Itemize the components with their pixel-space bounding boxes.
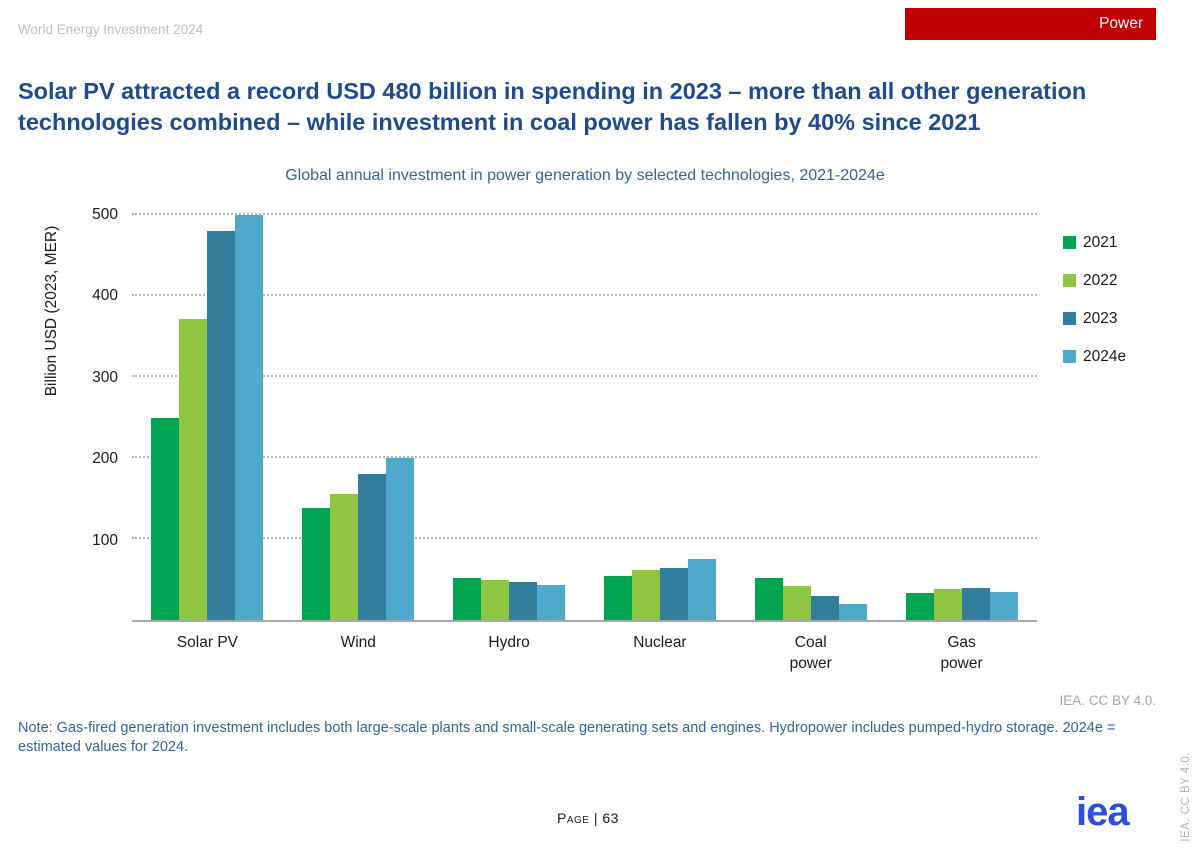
bar-2024e-wind <box>386 458 415 620</box>
legend-swatch-2022 <box>1063 274 1076 287</box>
bar-2023-nuclear <box>659 568 688 620</box>
gridline-200 <box>132 456 1037 458</box>
bar-group-wind <box>283 215 434 620</box>
legend-swatch-2023 <box>1063 312 1076 325</box>
legend-item-2022: 2022 <box>1063 269 1126 292</box>
bar-2022-solar-pv <box>179 318 208 620</box>
bar-group-hydro <box>434 215 585 620</box>
y-tick-400: 400 <box>92 287 118 305</box>
bar-2024e-hydro <box>537 585 566 620</box>
x-label-nuclear: Nuclear <box>633 634 687 651</box>
license-text: IEA. CC BY 4.0. <box>1059 693 1156 708</box>
x-label-coal-power: Coal power <box>789 634 832 672</box>
chart-subtitle: Global annual investment in power genera… <box>285 167 885 184</box>
report-title: World Energy Investment 2024 <box>18 22 204 37</box>
bar-2023-hydro <box>509 581 538 620</box>
bar-group-gas-power <box>886 215 1037 620</box>
x-label-solar-pv: Solar PV <box>176 634 238 651</box>
gridline-100 <box>132 537 1037 539</box>
x-label-gas-power: Gas power <box>940 634 983 672</box>
bar-group-nuclear <box>584 215 735 620</box>
bar-2023-gas-power <box>961 588 990 620</box>
bar-2023-wind <box>358 474 387 620</box>
bar-2021-coal-power <box>754 577 783 620</box>
legend-item-2023: 2023 <box>1063 307 1126 330</box>
bar-2022-gas-power <box>933 589 962 620</box>
bar-2024e-coal-power <box>838 603 867 620</box>
gridline-400 <box>132 294 1037 296</box>
bar-2022-nuclear <box>631 569 660 620</box>
bar-2021-solar-pv <box>151 417 180 620</box>
note-text: Note: Gas-fired generation investment in… <box>18 720 1116 755</box>
plot-area <box>132 213 1037 622</box>
gridline-300 <box>132 375 1037 377</box>
legend-label-2023: 2023 <box>1083 310 1118 327</box>
bar-2021-nuclear <box>603 576 632 620</box>
bar-2021-hydro <box>453 577 482 620</box>
legend-label-2021: 2021 <box>1083 234 1118 251</box>
x-label-wind: Wind <box>340 634 376 651</box>
section-badge-label: Power <box>1099 15 1143 32</box>
bar-2023-coal-power <box>810 595 839 620</box>
vertical-license-text: IEA. CC BY 4.0. <box>1180 752 1192 842</box>
bar-2023-solar-pv <box>207 231 236 620</box>
bar-2022-coal-power <box>782 585 811 620</box>
section-badge: Power <box>905 8 1156 40</box>
x-label-hydro: Hydro <box>488 634 530 651</box>
bar-2022-hydro <box>481 579 510 620</box>
headline: Solar PV attracted a record USD 480 bill… <box>18 78 1087 135</box>
bar-2022-wind <box>330 494 359 620</box>
bar-group-solar-pv <box>132 215 283 620</box>
legend-label-2022: 2022 <box>1083 272 1118 289</box>
legend-item-2024e: 2024e <box>1063 345 1126 368</box>
bar-group-coal-power <box>735 215 886 620</box>
iea-logo: iea <box>1076 790 1130 834</box>
legend-swatch-2021 <box>1063 236 1076 249</box>
y-tick-500: 500 <box>92 206 118 223</box>
bar-2021-wind <box>302 508 331 620</box>
bar-2024e-nuclear <box>687 559 716 620</box>
legend-item-2021: 2021 <box>1063 231 1126 254</box>
y-axis-ticks: 100 200 300 400 500 <box>40 206 118 622</box>
y-tick-100: 100 <box>92 531 118 549</box>
bar-2021-gas-power <box>905 593 934 620</box>
y-tick-200: 200 <box>92 450 118 468</box>
legend-swatch-2024e <box>1063 350 1076 363</box>
y-tick-300: 300 <box>92 368 118 386</box>
page-number: Page | 63 <box>557 810 619 826</box>
legend: 2021 2022 2023 2024e <box>1063 231 1126 383</box>
bar-2024e-solar-pv <box>235 215 264 620</box>
bar-2024e-gas-power <box>989 591 1018 620</box>
x-axis-labels: Solar PV Wind Hydro Nuclear Coal power Gas powe… <box>132 632 1037 674</box>
gridline-500 <box>132 213 1037 215</box>
legend-label-2024e: 2024e <box>1083 348 1127 365</box>
